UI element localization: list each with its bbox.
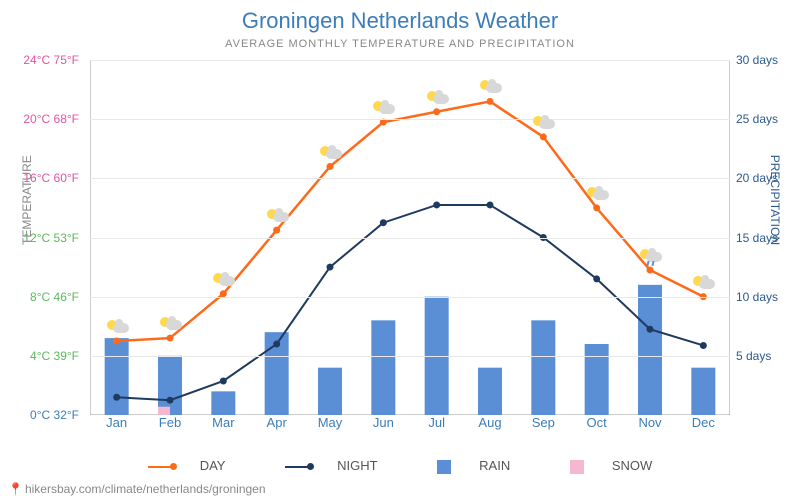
y-left-tick: 16°C 60°F bbox=[23, 171, 79, 185]
x-tick: Sep bbox=[532, 415, 555, 430]
x-tick: Jul bbox=[428, 415, 445, 430]
legend-snow: SNOW bbox=[556, 458, 666, 473]
chart-plot-area bbox=[90, 60, 730, 415]
chart-title: Groningen Netherlands Weather bbox=[0, 0, 800, 34]
sun-cloud-icon bbox=[690, 274, 716, 292]
pin-icon: 📍 bbox=[8, 482, 23, 496]
sun-cloud-icon bbox=[317, 144, 343, 162]
y-axis-left: TEMPERATURE 0°C 32°F4°C 39°F8°C 46°F12°C… bbox=[0, 60, 85, 415]
grid-line bbox=[90, 238, 730, 239]
y-left-tick: 20°C 68°F bbox=[23, 112, 79, 126]
sun-cloud-icon bbox=[530, 114, 556, 132]
chart-legend: DAY NIGHT RAIN SNOW bbox=[0, 458, 800, 474]
sun-cloud-icon bbox=[104, 318, 130, 336]
sun-cloud-icon bbox=[210, 271, 236, 289]
x-tick: Oct bbox=[587, 415, 607, 430]
y-right-tick: 5 days bbox=[736, 349, 771, 363]
legend-day: DAY bbox=[134, 458, 240, 473]
y-left-tick: 8°C 46°F bbox=[30, 290, 79, 304]
grid-line bbox=[90, 297, 730, 298]
x-tick: Nov bbox=[638, 415, 661, 430]
sun-cloud-icon bbox=[157, 315, 183, 333]
y-left-tick: 0°C 32°F bbox=[30, 408, 79, 422]
x-tick: Feb bbox=[159, 415, 181, 430]
sun-cloud-icon bbox=[477, 78, 503, 96]
x-tick: May bbox=[318, 415, 343, 430]
sun-cloud-icon bbox=[424, 89, 450, 107]
y-right-tick: 15 days bbox=[736, 231, 778, 245]
x-tick: Jun bbox=[373, 415, 394, 430]
grid-line bbox=[90, 178, 730, 179]
sun-cloud-icon bbox=[584, 185, 610, 203]
chart-subtitle: AVERAGE MONTHLY TEMPERATURE AND PRECIPIT… bbox=[0, 38, 800, 50]
y-right-tick: 10 days bbox=[736, 290, 778, 304]
grid-line bbox=[90, 119, 730, 120]
x-tick: Dec bbox=[692, 415, 715, 430]
y-left-tick: 24°C 75°F bbox=[23, 53, 79, 67]
x-tick: Mar bbox=[212, 415, 234, 430]
legend-night: NIGHT bbox=[271, 458, 391, 473]
legend-rain: RAIN bbox=[423, 458, 524, 473]
y-left-tick: 12°C 53°F bbox=[23, 231, 79, 245]
x-tick: Apr bbox=[267, 415, 287, 430]
y-right-tick: 25 days bbox=[736, 112, 778, 126]
x-axis: Jan Feb Mar Apr May Jun Jul Aug Sep Oct Nov Dec bbox=[90, 415, 730, 435]
y-right-tick: 20 days bbox=[736, 171, 778, 185]
sun-cloud-icon bbox=[370, 99, 396, 117]
grid-line bbox=[90, 356, 730, 357]
grid-line bbox=[90, 60, 730, 61]
sun-cloud-icon bbox=[264, 207, 290, 225]
y-axis-right: PRECIPITATION 5 days10 days15 days20 day… bbox=[730, 60, 800, 415]
y-left-tick: 4°C 39°F bbox=[30, 349, 79, 363]
x-tick: Aug bbox=[478, 415, 501, 430]
rain-cloud-icon bbox=[637, 247, 663, 265]
x-tick: Jan bbox=[106, 415, 127, 430]
footer-source: 📍hikersbay.com/climate/netherlands/groni… bbox=[8, 482, 266, 496]
y-right-tick: 30 days bbox=[736, 53, 778, 67]
